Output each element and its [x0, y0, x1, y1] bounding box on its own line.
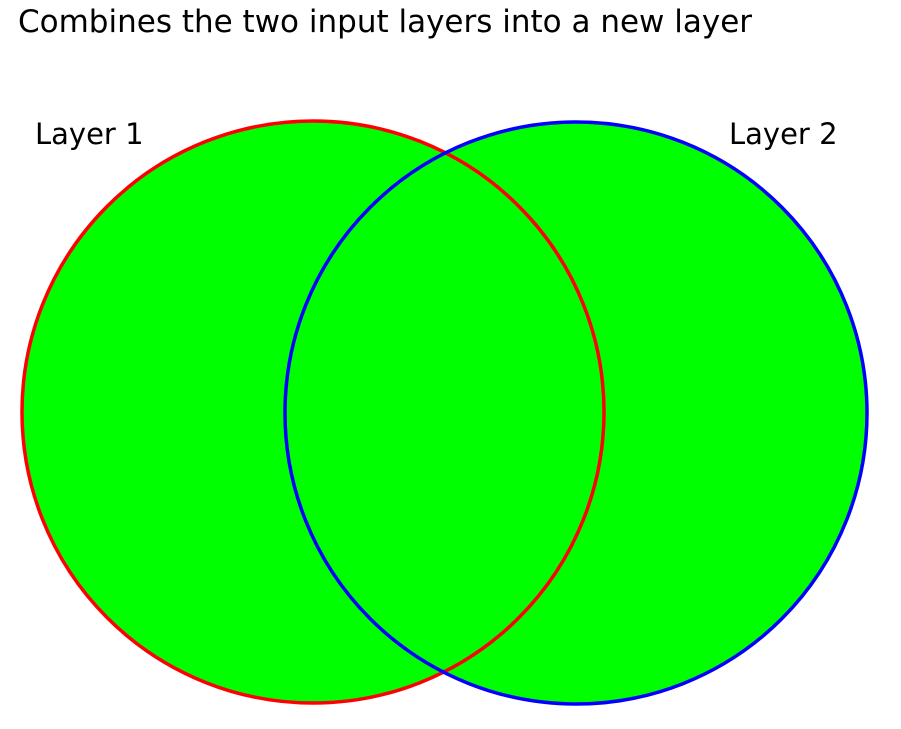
layer-2-fill	[285, 122, 867, 704]
layer-1-outline	[20, 119, 606, 705]
layer-1-label: Layer 1	[35, 117, 144, 151]
layer-2-label: Layer 2	[729, 117, 838, 151]
layer-2-outline	[283, 120, 869, 706]
page-title: Combines the two input layers into a new…	[18, 4, 753, 40]
